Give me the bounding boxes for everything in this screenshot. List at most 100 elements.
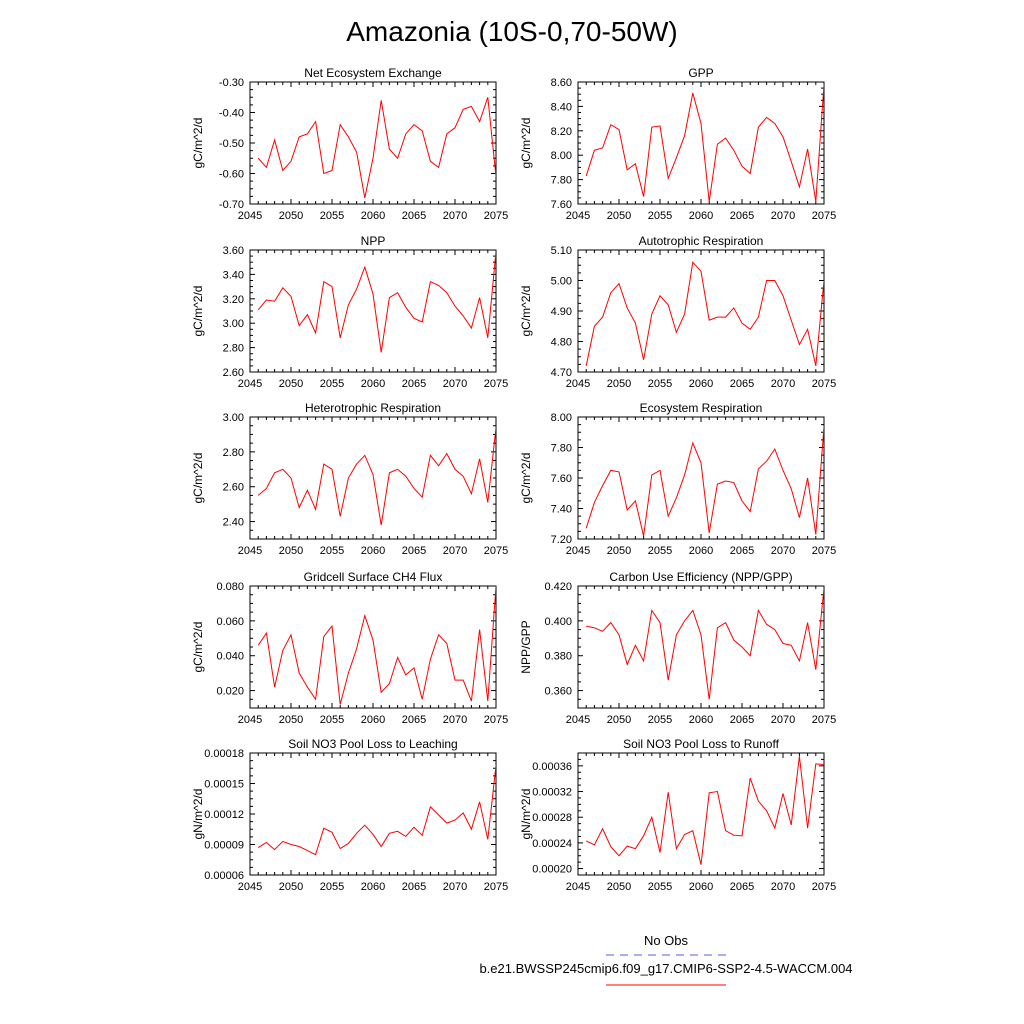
series-line xyxy=(257,97,496,199)
y-tick-label: 3.20 xyxy=(223,294,244,306)
chart-panel: Soil NO3 Pool Loss to Leaching gN/m^2/d 20… xyxy=(191,737,508,893)
x-tick-label: 2065 xyxy=(402,378,426,390)
chart-panel: NPP gC/m^2/d 2045 2050 2055 2060 2065 2070 2075 2… xyxy=(191,234,508,390)
y-tick-label: 4.90 xyxy=(551,306,572,318)
x-tick-label: 2070 xyxy=(771,881,795,893)
x-tick-label: 2060 xyxy=(689,378,713,390)
y-axis-label: NPP/GPP xyxy=(519,620,533,673)
plot-frame xyxy=(577,752,825,876)
y-tick-label: 2.80 xyxy=(223,447,244,459)
y-tick-label: 0.00024 xyxy=(532,838,572,850)
panel-title: Heterotrophic Respiration xyxy=(305,401,441,415)
series-line xyxy=(585,84,824,202)
y-tick-label: 0.00020 xyxy=(532,864,572,876)
x-tick-label: 2065 xyxy=(402,545,426,557)
x-tick-label: 2045 xyxy=(566,881,590,893)
panel-title: Soil NO3 Pool Loss to Runoff xyxy=(623,737,780,751)
plot-frame xyxy=(249,585,497,709)
x-tick-label: 2060 xyxy=(689,881,713,893)
x-tick-label: 2055 xyxy=(320,881,344,893)
x-tick-label: 2060 xyxy=(361,210,385,222)
chart-panel: Soil NO3 Pool Loss to Runoff gN/m^2/d 2045… xyxy=(519,737,836,893)
plot-frame xyxy=(577,585,825,709)
y-tick-label: 0.380 xyxy=(544,651,572,663)
x-tick-label: 2055 xyxy=(320,545,344,557)
x-tick-label: 2070 xyxy=(443,210,467,222)
y-tick-label: 8.40 xyxy=(551,101,572,113)
y-tick-label: 0.00018 xyxy=(204,748,244,760)
y-tick-label: 0.00006 xyxy=(204,870,244,882)
x-tick-label: 2075 xyxy=(812,378,836,390)
x-tick-label: 2075 xyxy=(484,714,508,726)
chart-panel: GPP gC/m^2/d 2045 2050 2055 2060 2065 2070 2075 7… xyxy=(519,66,836,222)
y-axis-label: gN/m^2/d xyxy=(191,789,205,840)
x-tick-label: 2055 xyxy=(648,378,672,390)
x-tick-label: 2065 xyxy=(402,210,426,222)
y-tick-label: 8.00 xyxy=(551,150,572,162)
y-tick-label: 3.60 xyxy=(223,245,244,257)
x-tick-label: 2070 xyxy=(443,714,467,726)
y-axis-label: gC/m^2/d xyxy=(519,453,533,504)
legend: No Obs b.e21.BWSSP245cmip6.f09_g17.CMIP6… xyxy=(479,933,853,986)
x-tick-label: 2050 xyxy=(279,210,303,222)
y-tick-label: 0.400 xyxy=(544,616,572,628)
legend-label-model-run: b.e21.BWSSP245cmip6.f09_g17.CMIP6-SSP2-4… xyxy=(479,961,852,976)
y-tick-label: 0.420 xyxy=(544,581,572,593)
x-tick-label: 2065 xyxy=(730,378,754,390)
y-tick-label: 7.60 xyxy=(551,199,572,211)
panel-title: NPP xyxy=(361,234,386,248)
main-title: Amazonia (10S-0,70-50W) xyxy=(346,16,677,47)
x-tick-label: 2055 xyxy=(320,714,344,726)
y-tick-label: 0.040 xyxy=(216,651,244,663)
x-tick-label: 2060 xyxy=(361,881,385,893)
y-axis-label: gC/m^2/d xyxy=(519,286,533,337)
panel-title: GPP xyxy=(688,66,713,80)
y-tick-label: 8.20 xyxy=(551,126,572,138)
x-tick-label: 2065 xyxy=(730,714,754,726)
series-line xyxy=(586,587,824,700)
series-line xyxy=(257,765,496,856)
panel-title: Carbon Use Efficiency (NPP/GPP) xyxy=(609,570,792,584)
y-tick-label: 0.060 xyxy=(216,616,244,628)
x-tick-label: 2055 xyxy=(648,545,672,557)
series-line xyxy=(585,426,824,537)
x-tick-label: 2060 xyxy=(361,714,385,726)
x-tick-label: 2065 xyxy=(730,545,754,557)
chart-panel: Autotrophic Respiration gC/m^2/d 2045 2050 2… xyxy=(519,234,836,390)
x-tick-label: 2045 xyxy=(238,714,262,726)
x-tick-label: 2060 xyxy=(361,545,385,557)
panel-title: Autotrophic Respiration xyxy=(639,234,764,248)
x-tick-label: 2075 xyxy=(484,210,508,222)
y-tick-label: -0.40 xyxy=(219,108,244,120)
x-tick-label: 2075 xyxy=(484,378,508,390)
series-line xyxy=(585,756,824,865)
panel-title: Gridcell Surface CH4 Flux xyxy=(304,570,443,584)
x-tick-label: 2075 xyxy=(484,545,508,557)
x-tick-label: 2055 xyxy=(648,714,672,726)
x-tick-label: 2070 xyxy=(443,545,467,557)
x-tick-label: 2060 xyxy=(361,378,385,390)
x-tick-label: 2065 xyxy=(730,881,754,893)
x-tick-label: 2045 xyxy=(238,210,262,222)
y-tick-label: -0.70 xyxy=(219,199,244,211)
y-axis-label: gC/m^2/d xyxy=(191,286,205,337)
y-tick-label: 0.00028 xyxy=(532,812,572,824)
x-tick-label: 2065 xyxy=(402,714,426,726)
y-tick-label: 0.080 xyxy=(216,581,244,593)
x-tick-label: 2055 xyxy=(320,378,344,390)
series-line xyxy=(585,261,824,367)
x-tick-label: 2045 xyxy=(566,378,590,390)
y-tick-label: 2.60 xyxy=(223,367,244,379)
chart-panel: Net Ecosystem Exchange gC/m^2/d 2045 2050 20… xyxy=(191,66,508,222)
y-tick-label: 7.20 xyxy=(551,534,572,546)
x-tick-label: 2045 xyxy=(566,714,590,726)
panels-grid: Net Ecosystem Exchange gC/m^2/d 2045 2050 20… xyxy=(191,66,836,893)
x-tick-label: 2075 xyxy=(812,881,836,893)
y-tick-label: 0.00009 xyxy=(204,840,244,852)
x-tick-label: 2055 xyxy=(648,881,672,893)
y-tick-label: 0.00036 xyxy=(532,761,572,773)
plot-frame xyxy=(577,81,825,205)
panel-title: Soil NO3 Pool Loss to Leaching xyxy=(288,737,457,751)
y-tick-label: 8.60 xyxy=(551,77,572,89)
